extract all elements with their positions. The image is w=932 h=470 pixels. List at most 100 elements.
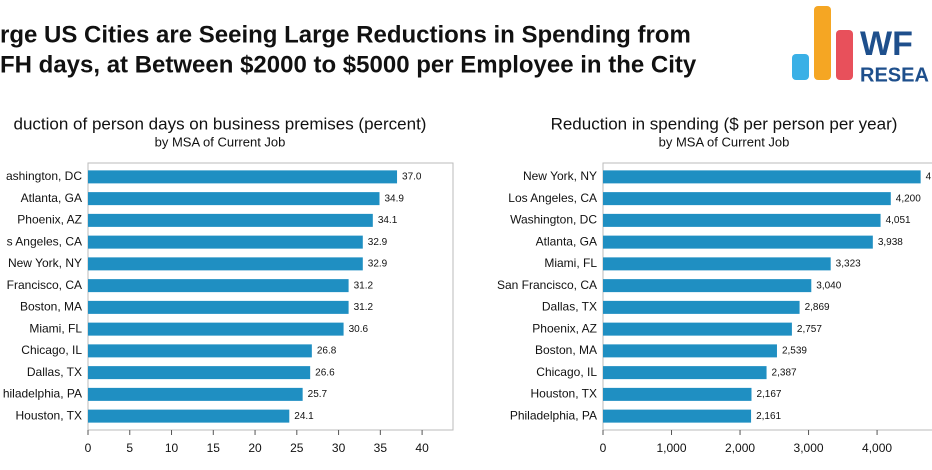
value-label: 2,161 [756, 411, 781, 422]
value-label: 34.9 [384, 193, 404, 204]
category-label: Phoenix, AZ [532, 321, 597, 335]
category-label: Philadelphia, PA [510, 408, 597, 422]
x-tick-label: 0 [85, 441, 92, 455]
chart-title: Reduction in spending ($ per person per … [551, 114, 898, 133]
value-label: 34.1 [378, 215, 398, 226]
category-label: s Angeles, CA [7, 234, 82, 248]
value-label: 26.8 [317, 346, 337, 357]
bar [88, 322, 344, 336]
value-label: 2,757 [797, 324, 822, 335]
bar [88, 279, 349, 293]
category-label: Houston, TX [531, 387, 597, 401]
value-label: 4 [926, 172, 932, 183]
value-label: 24.1 [294, 411, 314, 422]
value-label: 2,869 [805, 302, 830, 313]
x-tick-label: 3,000 [794, 441, 824, 455]
chart-subtitle: by MSA of Current Job [659, 134, 790, 149]
value-label: 37.0 [402, 172, 422, 183]
value-label: 2,167 [756, 389, 781, 400]
logo-mark: WF [860, 25, 913, 63]
bar [88, 344, 312, 358]
value-label: 25.7 [308, 389, 328, 400]
value-label: 32.9 [368, 237, 388, 248]
category-label: Chicago, IL [536, 365, 597, 379]
plot-frame [87, 162, 454, 431]
category-label: Francisco, CA [7, 278, 82, 292]
x-tick-label: 2,000 [725, 441, 755, 455]
category-label: ashington, DC [6, 169, 82, 183]
x-tick-label: 40 [415, 441, 429, 455]
value-label: 3,323 [836, 259, 861, 270]
category-label: Miami, FL [544, 256, 597, 270]
bar [603, 366, 767, 380]
value-label: 31.2 [354, 302, 374, 313]
logo-bar [836, 30, 853, 80]
bar [603, 279, 812, 293]
bar [603, 344, 777, 358]
category-label: Dallas, TX [27, 365, 82, 379]
bar [603, 192, 891, 206]
category-label: Atlanta, GA [536, 234, 597, 248]
category-label: Boston, MA [20, 300, 82, 314]
category-label: Phoenix, AZ [17, 213, 82, 227]
category-label: New York, NY [523, 169, 597, 183]
value-label: 4,200 [896, 193, 921, 204]
x-tick-label: 35 [374, 441, 388, 455]
x-tick-label: 30 [332, 441, 346, 455]
bar [603, 300, 800, 314]
plot-frame [602, 162, 932, 431]
bar [88, 213, 373, 227]
x-tick-label: 1,000 [657, 441, 687, 455]
category-label: Boston, MA [535, 343, 597, 357]
value-label: 2,387 [772, 367, 797, 378]
chart-subtitle: by MSA of Current Job [155, 134, 286, 149]
category-label: Atlanta, GA [21, 191, 82, 205]
category-label: Los Angeles, CA [508, 191, 597, 205]
x-tick-label: 15 [207, 441, 221, 455]
logo-bar [814, 6, 831, 80]
bar [603, 170, 921, 184]
value-label: 32.9 [368, 259, 388, 270]
value-label: 31.2 [354, 280, 374, 291]
bar [88, 170, 398, 184]
bar [603, 387, 752, 401]
bar [603, 235, 873, 249]
bar [88, 366, 311, 380]
bar [603, 409, 752, 423]
logo-text: RESEA [860, 64, 929, 86]
logo: WF RESEA [792, 6, 929, 86]
value-label: 26.6 [315, 367, 335, 378]
category-label: hiladelphia, PA [3, 387, 82, 401]
x-tick-label: 0 [600, 441, 607, 455]
bar [603, 257, 831, 271]
title-line: rge US Cities are Seeing Large Reduction… [0, 21, 691, 48]
x-tick-label: 25 [290, 441, 304, 455]
category-label: Dallas, TX [542, 300, 597, 314]
bar [603, 322, 792, 336]
value-label: 30.6 [349, 324, 369, 335]
category-label: New York, NY [8, 256, 82, 270]
value-label: 3,040 [816, 280, 841, 291]
bar [88, 300, 349, 314]
x-tick-label: 10 [165, 441, 179, 455]
category-label: Houston, TX [16, 408, 82, 422]
chart-title: duction of person days on business premi… [14, 114, 427, 133]
x-tick-label: 20 [248, 441, 262, 455]
category-label: Washington, DC [510, 213, 597, 227]
logo-bar [792, 54, 809, 80]
value-label: 4,051 [886, 215, 911, 226]
bar [603, 213, 881, 227]
title-line: FH days, at Between $2000 to $5000 per E… [0, 51, 697, 78]
bar [88, 192, 380, 206]
value-label: 3,938 [878, 237, 903, 248]
value-label: 2,539 [782, 346, 807, 357]
x-tick-label: 5 [126, 441, 133, 455]
bar [88, 257, 363, 271]
x-tick-label: 4,000 [862, 441, 892, 455]
bar [88, 409, 290, 423]
category-label: San Francisco, CA [497, 278, 597, 292]
category-label: Miami, FL [29, 321, 82, 335]
bar [88, 235, 363, 249]
category-label: Chicago, IL [21, 343, 82, 357]
